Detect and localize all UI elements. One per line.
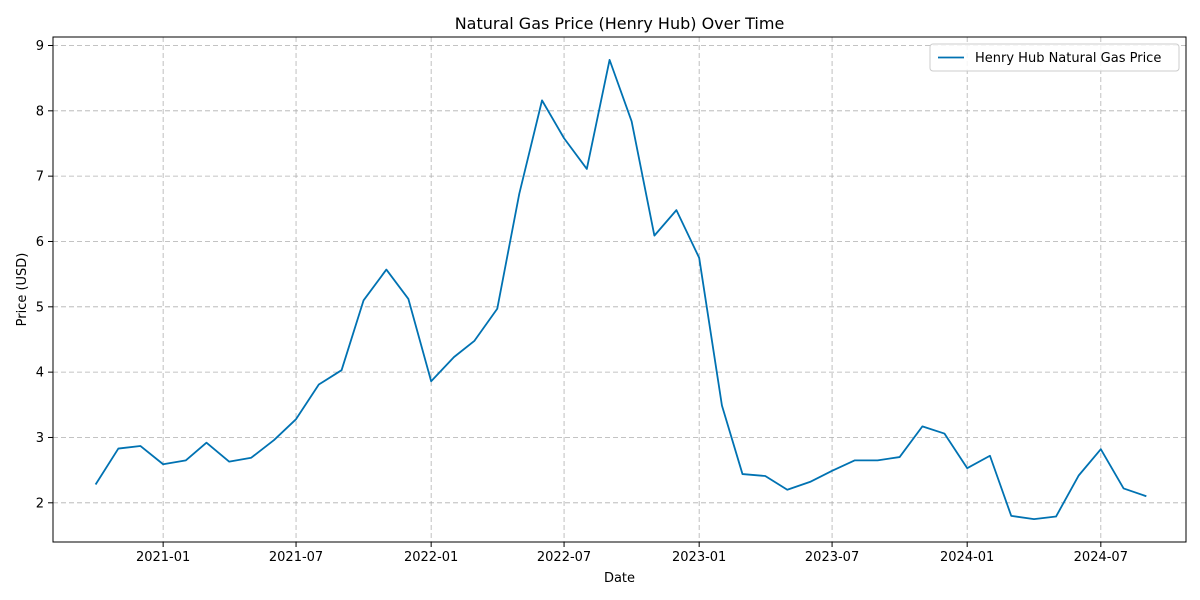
- x-tick-label: 2023-01: [672, 550, 726, 565]
- legend-label: Henry Hub Natural Gas Price: [975, 51, 1161, 66]
- x-tick-label: 2024-01: [940, 550, 994, 565]
- y-axis-label: Price (USD): [15, 253, 30, 327]
- x-tick-label: 2023-07: [805, 550, 859, 565]
- y-tick-label: 3: [36, 431, 44, 446]
- y-tick-label: 4: [36, 366, 44, 381]
- x-tick-label: 2024-07: [1074, 550, 1128, 565]
- series-line: [94, 58, 1147, 521]
- y-tick-label: 9: [36, 39, 44, 54]
- y-tick-label: 2: [36, 496, 44, 511]
- x-tick-label: 2022-07: [537, 550, 591, 565]
- y-tick-label: 8: [36, 104, 44, 119]
- series-layer: [94, 58, 1147, 521]
- y-tick-label: 7: [36, 170, 44, 185]
- x-axis: 2021-01 2021-07 2022-01 2022-07 2023-01 2023-…: [136, 542, 1128, 565]
- x-tick-label: 2021-01: [136, 550, 190, 565]
- x-axis-label: Date: [604, 571, 635, 586]
- plot-frame: [52, 36, 1187, 543]
- y-axis: 2 3 4 5 6 7 8 9: [36, 39, 53, 511]
- y-tick-label: 6: [36, 235, 44, 250]
- legend: Henry Hub Natural Gas Price: [929, 43, 1180, 72]
- x-tick-label: 2022-01: [404, 550, 458, 565]
- x-tick-label: 2021-07: [269, 550, 323, 565]
- chart-title: Natural Gas Price (Henry Hub) Over Time: [455, 14, 785, 33]
- legend-box: [929, 43, 1180, 72]
- y-tick-label: 5: [36, 300, 44, 315]
